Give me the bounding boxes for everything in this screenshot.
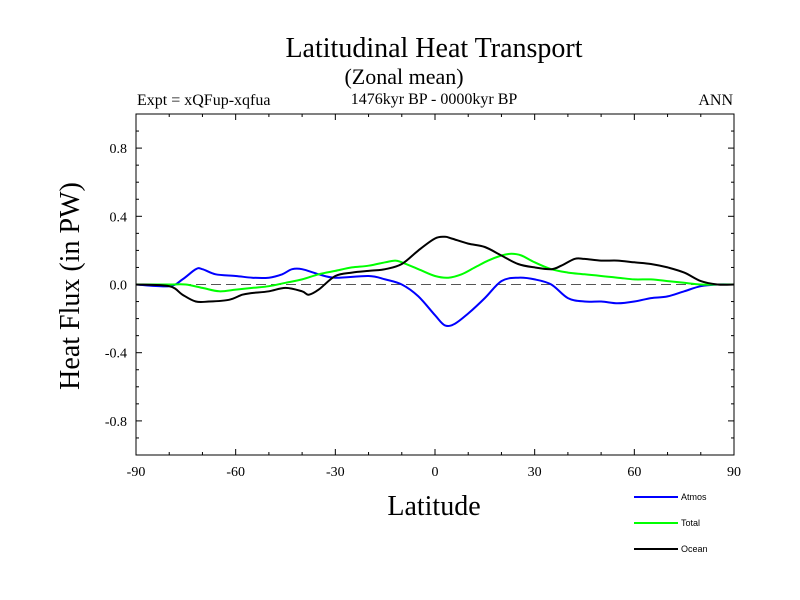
- x-tick-label: 60: [627, 465, 641, 480]
- x-tick-label: 30: [528, 465, 542, 480]
- period-label: 1476kyr BP - 0000kyr BP: [351, 91, 518, 108]
- x-tick-label: -90: [127, 465, 146, 480]
- x-tick-label: 90: [727, 465, 741, 480]
- y-tick-label: 0.4: [110, 210, 128, 225]
- legend-label-atmos: Atmos: [681, 492, 707, 502]
- x-tick-label: 0: [432, 465, 439, 480]
- chart-subtitle: (Zonal mean): [344, 64, 463, 89]
- series-line-total: [136, 252, 734, 293]
- plot-area: -90 -60 -30 0 30 60 90 0.8 0.4 0.0 -0.4 -0.8: [105, 113, 741, 480]
- legend: Atmos Total Ocean: [634, 492, 708, 554]
- series-line-atmos: [135, 267, 735, 328]
- legend-label-total: Total: [681, 518, 700, 528]
- season-label: ANN: [698, 92, 733, 109]
- x-tick-label: -30: [326, 465, 345, 480]
- y-tick-label: -0.8: [105, 415, 127, 430]
- series-line-ocean: [135, 235, 735, 304]
- expt-label: Expt = xQFup-xqfua: [137, 92, 270, 109]
- legend-label-ocean: Ocean: [681, 544, 708, 554]
- x-tick-label: -60: [226, 465, 245, 480]
- x-axis-label: Latitude: [387, 491, 480, 522]
- y-tick-label: 0.8: [110, 142, 128, 157]
- y-tick-label: 0.0: [110, 279, 128, 294]
- y-axis-label: Heat Flux (in PW): [55, 182, 86, 390]
- chart-title: Latitudinal Heat Transport: [285, 33, 582, 64]
- plot-frame: [135, 113, 735, 456]
- y-tick-label: -0.4: [105, 347, 127, 362]
